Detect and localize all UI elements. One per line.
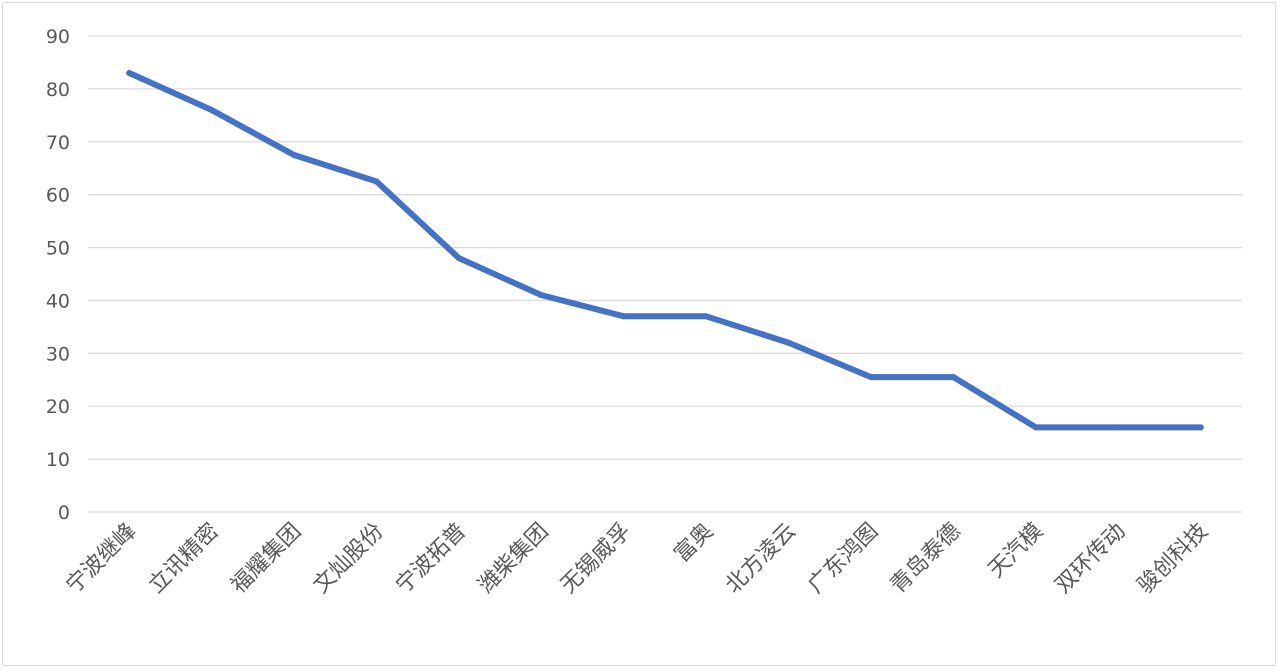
x-tick-label: 青岛泰德 — [886, 519, 966, 599]
x-tick-label: 骏创科技 — [1133, 519, 1213, 599]
x-tick-label: 宁波拓普 — [391, 519, 471, 599]
y-tick-label: 10 — [46, 449, 70, 471]
y-tick-label: 70 — [46, 132, 70, 154]
gridlines — [88, 35, 1242, 513]
x-tick-label: 北方凌云 — [721, 519, 801, 599]
x-tick-label: 立讯精密 — [144, 519, 224, 599]
x-tick-label: 双环传动 — [1051, 519, 1131, 599]
data-point-11 — [950, 374, 957, 381]
x-tick-label: 无锡威孚 — [556, 519, 636, 599]
data-point-14 — [1197, 424, 1204, 431]
x-tick-label: 福耀集团 — [226, 519, 306, 599]
data-point-13 — [1115, 424, 1122, 431]
data-point-7 — [620, 313, 627, 320]
y-tick-label: 20 — [46, 396, 70, 418]
data-point-4 — [373, 178, 380, 185]
y-axis-ticks: 0 10 20 30 40 50 60 70 80 90 — [46, 26, 70, 524]
y-tick-label: 50 — [46, 238, 70, 260]
data-point-12 — [1032, 424, 1039, 431]
data-point-9 — [785, 339, 792, 346]
data-point-3 — [291, 152, 298, 158]
data-point-6 — [538, 292, 545, 299]
x-tick-label: 文灿股份 — [309, 519, 389, 599]
y-tick-label: 40 — [46, 290, 70, 312]
x-tick-label: 宁波继峰 — [62, 519, 142, 599]
x-axis-ticks: 宁波继峰 立讯精密 福耀集团 文灿股份 宁波拓普 潍柴集团 无锡威孚 富奥 北方凌云 广东鸿图 青岛… — [62, 519, 1213, 599]
x-tick-label: 天汽模 — [984, 519, 1048, 583]
data-point-8 — [703, 313, 710, 320]
y-tick-label: 0 — [58, 502, 70, 524]
y-tick-label: 90 — [46, 26, 70, 48]
data-point-2 — [208, 107, 215, 114]
x-tick-label: 富奥 — [670, 519, 719, 568]
data-point-5 — [455, 255, 462, 262]
y-tick-label: 80 — [46, 79, 70, 101]
x-tick-label: 广东鸿图 — [803, 519, 883, 599]
series-line — [126, 70, 1204, 431]
x-tick-label: 潍柴集团 — [474, 519, 554, 599]
data-point-10 — [868, 374, 875, 381]
series-layer — [126, 70, 1204, 431]
y-tick-label: 60 — [46, 185, 70, 207]
data-point-1 — [126, 70, 133, 77]
y-tick-label: 30 — [46, 343, 70, 365]
